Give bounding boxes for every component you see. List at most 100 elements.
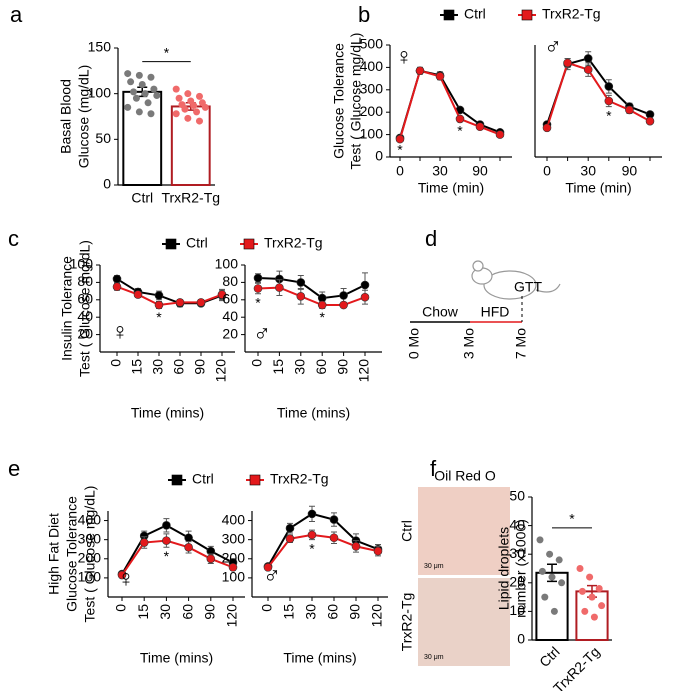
- row-label: Ctrl: [399, 520, 415, 542]
- data-point: [228, 563, 238, 572]
- y-tick-label: 0: [103, 176, 111, 192]
- data-point: [154, 291, 164, 300]
- y-axis-label: number (x1000): [513, 519, 529, 618]
- y-tick-label: 80: [222, 273, 238, 289]
- data-point: [184, 114, 192, 122]
- y-tick-label: 100: [70, 256, 94, 272]
- data-point: [576, 565, 584, 572]
- series-line: [267, 533, 379, 568]
- data-point: [588, 593, 596, 601]
- data-point: [625, 105, 634, 115]
- x-tick-label: 90: [347, 604, 363, 620]
- x-tick-label: 30: [157, 604, 173, 620]
- significance-label: *: [164, 44, 170, 60]
- data-point: [536, 536, 544, 544]
- significance-label: *: [156, 309, 162, 325]
- y-axis-label: High Fat Diet: [46, 513, 62, 595]
- y-tick-label: 50: [95, 130, 111, 146]
- significance-label: *: [606, 107, 612, 123]
- data-point: [595, 585, 603, 593]
- panel-label: c: [8, 226, 19, 251]
- y-axis-label: Test ( Glucose mg/dL): [77, 240, 93, 377]
- data-point: [604, 96, 614, 106]
- data-point: [495, 130, 505, 139]
- data-point: [132, 94, 140, 102]
- x-tick-label: 120: [356, 359, 372, 383]
- data-point: [581, 607, 589, 615]
- y-tick-label: 60: [222, 291, 238, 307]
- panel-label: f: [430, 456, 437, 481]
- legend-marker: [171, 474, 183, 486]
- data-point: [133, 290, 143, 299]
- y-tick-label: 40: [77, 308, 93, 324]
- x-axis-label: Time (mins): [131, 405, 204, 421]
- data-point: [296, 292, 306, 301]
- data-point: [275, 283, 284, 292]
- data-point: [184, 533, 193, 543]
- data-point: [253, 273, 263, 283]
- x-tick-label: 30: [432, 163, 448, 179]
- histology-image: [418, 487, 510, 575]
- sex-symbol: ♂: [544, 33, 562, 60]
- legend-label: TrxR2-Tg: [264, 235, 323, 251]
- legend-marker: [443, 9, 455, 21]
- data-point: [296, 278, 306, 287]
- data-point: [154, 300, 164, 310]
- x-tick-label: 90: [622, 163, 638, 179]
- data-point: [139, 538, 149, 547]
- data-point: [201, 103, 209, 111]
- x-axis-label: Time (mins): [140, 650, 213, 666]
- data-point: [598, 602, 606, 610]
- y-tick-label: 300: [78, 530, 102, 546]
- x-tick-label: 0: [108, 359, 124, 367]
- diagram-timepoint: 0 Mo: [406, 328, 422, 359]
- x-axis-label: Time (min): [565, 180, 631, 196]
- y-tick-label: 200: [222, 549, 246, 565]
- y-tick-label: 200: [360, 103, 384, 119]
- data-point: [329, 533, 339, 543]
- data-point: [196, 298, 206, 307]
- panel-label: a: [10, 2, 23, 27]
- stain-label: Oil Red O: [434, 468, 496, 484]
- x-axis-label: Time (mins): [277, 405, 350, 421]
- data-point: [548, 573, 556, 581]
- y-tick-label: 0: [375, 148, 383, 164]
- legend-label: Ctrl: [192, 471, 214, 487]
- data-point: [217, 290, 227, 299]
- significance-label: *: [309, 540, 315, 556]
- x-tick-label: Ctrl: [536, 643, 563, 670]
- data-point: [285, 523, 295, 533]
- y-tick-label: 100: [360, 125, 384, 141]
- scale-bar-label: 30 μm: [424, 563, 444, 570]
- x-tick-label: Ctrl: [131, 190, 153, 206]
- x-tick-label: 15: [135, 604, 151, 620]
- data-point: [538, 567, 546, 575]
- y-tick-label: 400: [78, 511, 102, 527]
- sex-symbol: ♀: [395, 43, 413, 70]
- legend-label: TrxR2-Tg: [542, 6, 601, 22]
- data-point: [339, 291, 348, 300]
- data-point: [550, 607, 558, 615]
- data-point: [285, 534, 295, 544]
- data-point: [455, 114, 465, 124]
- data-point: [162, 536, 171, 545]
- data-point: [373, 546, 383, 556]
- data-point: [583, 65, 593, 74]
- sex-symbol: ♂: [263, 562, 281, 589]
- significance-label: *: [164, 548, 170, 564]
- y-tick-label: 100: [78, 569, 102, 585]
- data-point: [590, 613, 598, 621]
- x-tick-label: 120: [369, 604, 385, 628]
- y-tick-label: 80: [77, 273, 93, 289]
- x-tick-label: 30: [303, 604, 319, 620]
- data-point: [339, 300, 348, 310]
- x-tick-label: 15: [129, 359, 145, 375]
- x-tick-label: TrxR2-Tg: [161, 190, 220, 206]
- data-point: [172, 110, 180, 118]
- x-tick-label: 120: [213, 359, 229, 383]
- scale-bar-label: 30 μm: [424, 654, 444, 661]
- legend-label: TrxR2-Tg: [270, 471, 329, 487]
- x-tick-label: 30: [150, 359, 166, 375]
- y-axis-label: Glucose Tolerance: [331, 43, 347, 159]
- data-point: [263, 563, 273, 572]
